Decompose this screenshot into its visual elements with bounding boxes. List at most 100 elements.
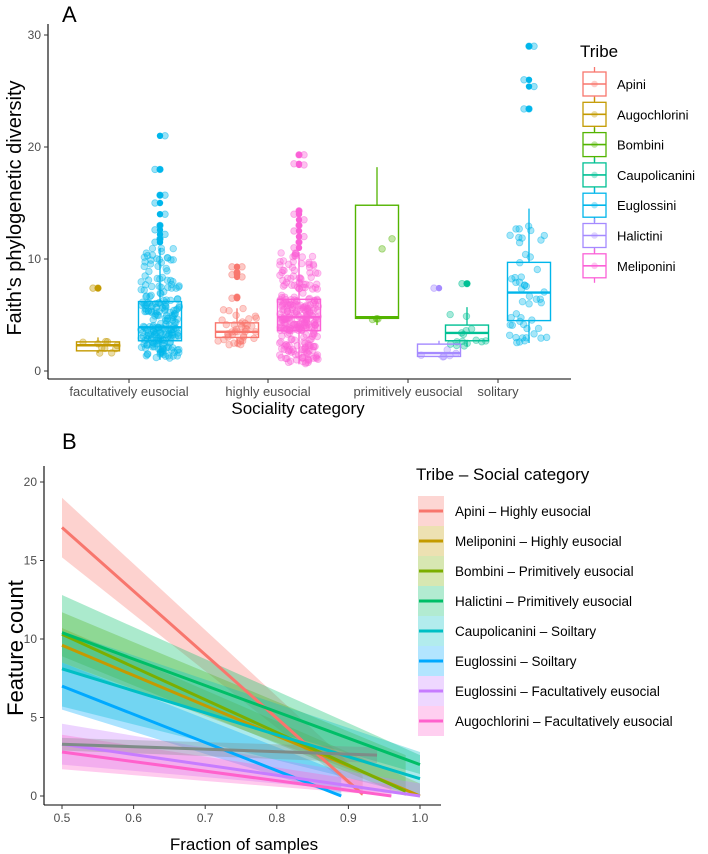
observation-point <box>137 343 146 351</box>
observation-point <box>508 321 516 329</box>
outlier-point <box>295 160 303 167</box>
observation-point <box>141 307 149 316</box>
observation-point <box>304 302 312 310</box>
observation-point <box>164 254 172 262</box>
observation-point <box>533 265 542 274</box>
observation-point <box>516 317 524 326</box>
observation-point <box>238 318 247 326</box>
panel-b-lineplot: 0 5 10 15 20 0.5 0.6 0.7 0.8 0.9 1.0 Fraction of s… <box>3 465 673 854</box>
observation-point <box>161 302 170 310</box>
box-iqr <box>276 298 322 332</box>
legend-label: Augochlorini – Facultatively eusocial <box>455 714 673 729</box>
panel-b-y-tick-label: 15 <box>24 554 38 568</box>
observation-point <box>276 261 284 269</box>
outlier-point <box>295 222 303 229</box>
observation-point <box>308 332 317 341</box>
box-facultatively-eusocial-euglossini <box>137 132 183 360</box>
observation-point <box>141 344 150 352</box>
panel-b-x-tick-label: 0.8 <box>268 811 285 825</box>
observation-point <box>169 344 177 352</box>
legend-key-point <box>591 232 598 239</box>
observation-point <box>287 274 295 283</box>
observation-point <box>144 350 152 358</box>
observation-point <box>175 303 183 312</box>
observation-point <box>144 332 153 340</box>
observation-point <box>515 338 524 346</box>
observation-point <box>302 302 310 310</box>
observation-point <box>147 334 156 343</box>
observation-point <box>312 352 320 360</box>
observation-point <box>304 341 313 350</box>
observation-point <box>161 305 169 313</box>
observation-point <box>175 345 183 354</box>
observation-point <box>309 262 318 270</box>
observation-point <box>306 335 314 343</box>
observation-point <box>151 330 159 338</box>
observation-point <box>157 348 165 356</box>
observation-point <box>305 263 314 272</box>
legend-key-augochlorini: Augochlorini <box>582 97 689 132</box>
outlier-point <box>295 151 303 159</box>
box-highly-eusocial-apini <box>214 263 260 347</box>
observation-point <box>290 281 299 289</box>
observation-point <box>174 283 183 291</box>
observation-point <box>141 258 149 266</box>
observation-point <box>300 319 309 327</box>
observation-point <box>311 300 320 308</box>
observation-point <box>506 321 514 329</box>
outlier-point <box>525 43 533 50</box>
observation-point <box>306 343 314 351</box>
observation-point <box>283 320 292 328</box>
observation-point <box>302 331 310 339</box>
legend-key-euglossini-soiltary: Euglossini – Soiltary <box>418 646 577 676</box>
observation-point <box>446 310 454 319</box>
observation-point <box>298 318 306 326</box>
box-primitively-eusocial-bombini <box>354 167 400 326</box>
observation-point <box>147 307 156 315</box>
observation-point <box>161 314 169 322</box>
observation-point <box>283 300 292 308</box>
observation-point <box>147 256 155 264</box>
observation-point <box>452 341 461 350</box>
line-halictini-primitively-eusocial <box>61 631 421 767</box>
observation-point <box>287 300 295 309</box>
observation-point <box>155 307 163 316</box>
outlier-point <box>525 83 533 90</box>
observation-point <box>537 334 545 342</box>
panel-b-x-tick-label: 1.0 <box>412 811 429 825</box>
panel-b-y-axis-title: Feature count <box>3 580 28 716</box>
legend-label: Euglossini <box>617 198 676 213</box>
outlier-point <box>94 284 102 292</box>
observation-point <box>307 273 315 281</box>
observation-point <box>140 286 148 294</box>
observation-point <box>150 343 158 351</box>
band-apini-highly-eusocial <box>62 497 363 796</box>
observation-point <box>289 253 297 261</box>
observation-point <box>518 234 526 242</box>
observation-point <box>311 283 320 292</box>
observation-point <box>175 348 183 357</box>
observation-point <box>146 292 154 301</box>
observation-point <box>289 345 297 354</box>
observation-point <box>284 347 292 355</box>
observation-point <box>378 245 386 253</box>
observation-point <box>311 342 319 351</box>
observation-point <box>303 319 311 327</box>
observation-point <box>388 235 396 243</box>
observation-point <box>167 256 175 264</box>
observation-point <box>214 337 222 345</box>
line-caupolicanini-soiltary <box>61 667 421 781</box>
outlier-point <box>463 280 471 287</box>
observation-point <box>277 354 285 362</box>
observation-point <box>296 301 305 310</box>
observation-point <box>520 281 529 289</box>
observation-point <box>304 320 313 329</box>
box-facultatively-eusocial-augochlorini <box>75 284 121 354</box>
legend-key-bombini-primitively-eusocial: Bombini – Primitively eusocial <box>418 556 634 586</box>
observation-point <box>280 345 288 354</box>
observation-point <box>515 278 524 286</box>
outlier-point <box>233 269 241 276</box>
observation-point <box>142 292 151 300</box>
legend-key-halictini: Halictini <box>582 218 663 253</box>
observation-point <box>302 280 310 289</box>
